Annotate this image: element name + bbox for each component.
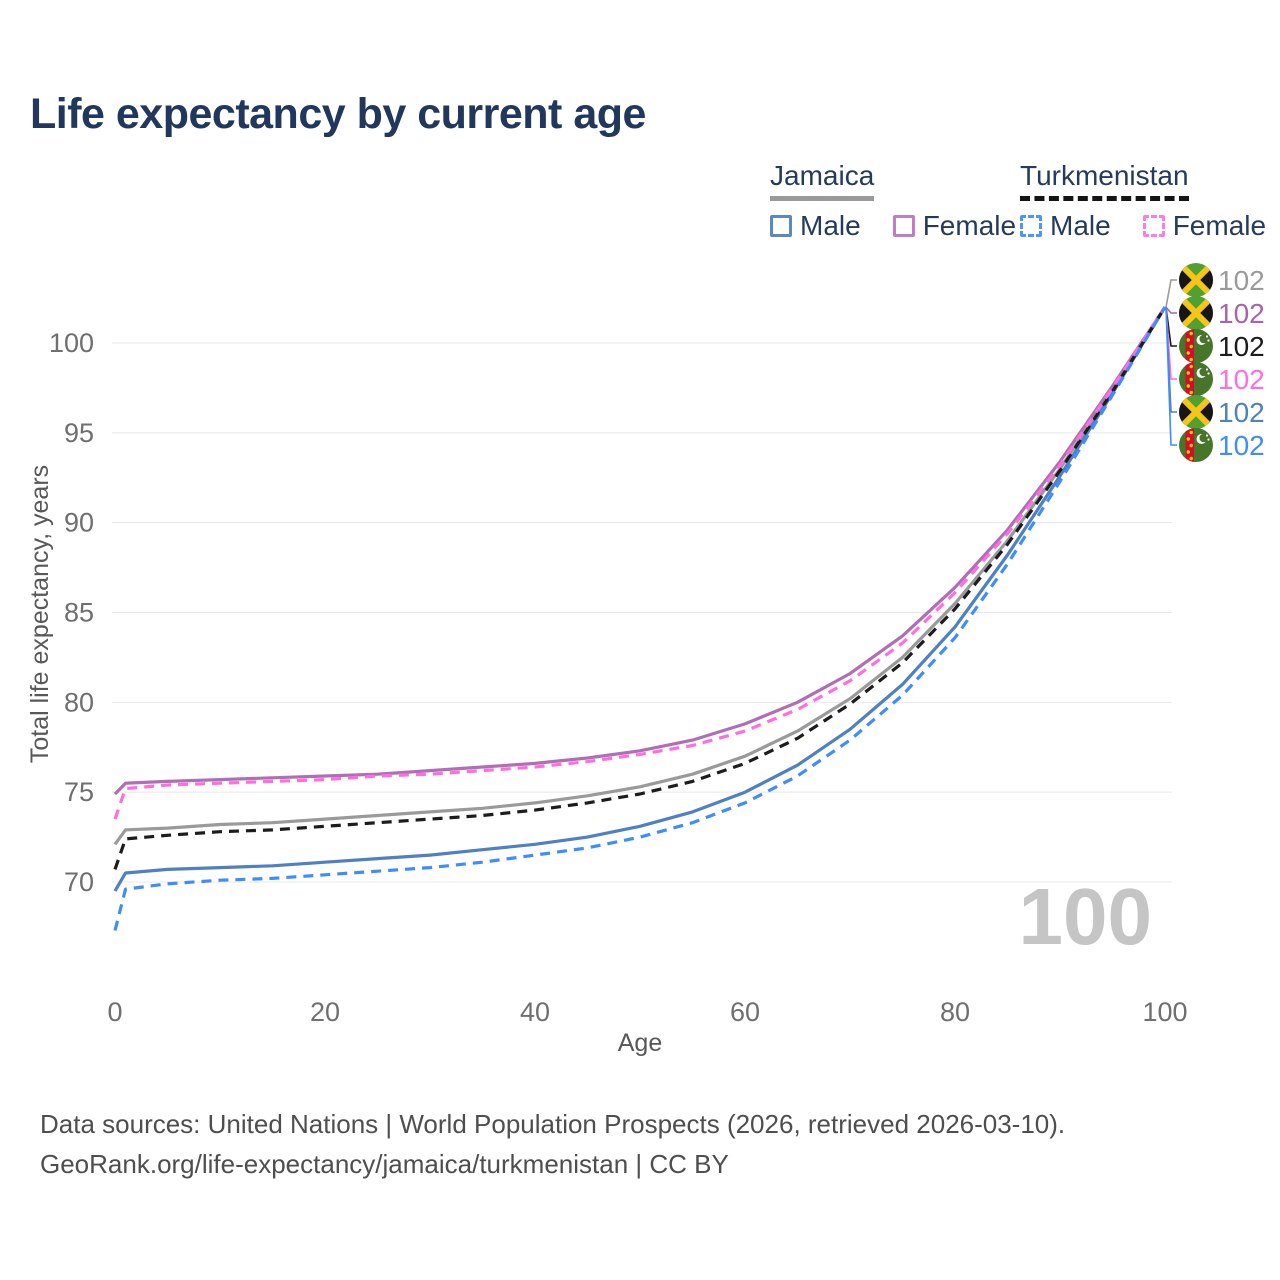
life-expectancy-chart: 70 75 80 85 90 95 100 0 20 40 60 80 100 Age Total life… xyxy=(26,260,1265,1057)
legend-item-jamaica-male[interactable]: Male xyxy=(770,210,861,242)
label-connector xyxy=(1165,307,1177,446)
legend-item-label: Male xyxy=(1050,210,1111,241)
right-label-2[interactable]: 102 xyxy=(1179,329,1265,363)
turkmenistan-male-swatch-icon xyxy=(1020,215,1042,237)
series-value-label: 102 xyxy=(1218,331,1265,362)
series-line-turkmenistan-female[interactable] xyxy=(113,306,1167,820)
right-label-0[interactable]: 102 xyxy=(1176,260,1265,300)
jamaica-male-swatch-icon xyxy=(770,215,792,237)
legend-item-turkmenistan-male[interactable]: Male xyxy=(1020,210,1111,242)
legend-country-turkmenistan[interactable]: Turkmenistan xyxy=(1020,160,1189,201)
right-label-4[interactable]: 102 xyxy=(1176,392,1265,432)
series-line-turkmenistan-both[interactable] xyxy=(113,306,1167,870)
legend-item-label: Male xyxy=(800,210,861,241)
y-tick-label: 85 xyxy=(64,598,94,628)
x-tick-label: 100 xyxy=(1142,997,1187,1027)
turkmenistan-flag-icon xyxy=(1179,329,1213,363)
turkmenistan-flag-icon xyxy=(1179,428,1213,462)
x-tick-label: 40 xyxy=(520,997,550,1027)
series-line-jamaica-both[interactable] xyxy=(113,306,1167,846)
hover-age-watermark: 100 xyxy=(1019,872,1152,961)
y-tick-label: 90 xyxy=(64,508,94,538)
footer: Data sources: United Nations | World Pop… xyxy=(40,1104,1065,1184)
legend-country-jamaica[interactable]: Jamaica xyxy=(770,160,875,201)
y-tick-label: 70 xyxy=(64,867,94,897)
y-axis-title: Total life expectancy, years xyxy=(26,465,54,763)
label-connector xyxy=(1165,279,1177,308)
x-tick-label: 60 xyxy=(730,997,760,1027)
series-value-label: 102 xyxy=(1218,397,1265,428)
footer-attribution: GeoRank.org/life-expectancy/jamaica/turk… xyxy=(40,1149,729,1179)
turkmenistan-female-swatch-icon xyxy=(1142,215,1165,237)
turkmenistan-flag-icon xyxy=(1179,362,1213,396)
page-title: Life expectancy by current age xyxy=(30,90,646,138)
series-value-label: 102 xyxy=(1218,430,1265,461)
series-value-label: 102 xyxy=(1218,298,1265,329)
legend-group-jamaica: Jamaica Male Female xyxy=(770,160,1016,242)
jamaica-flag-icon xyxy=(1179,263,1213,297)
jamaica-flag-icon xyxy=(1179,296,1213,330)
x-tick-label: 0 xyxy=(107,997,122,1027)
x-tick-label: 20 xyxy=(310,997,340,1027)
legend-item-label: Female xyxy=(922,210,1017,241)
legend-item-jamaica-female[interactable]: Female xyxy=(892,210,1017,242)
jamaica-flag-icon xyxy=(1179,395,1213,429)
y-tick-label: 75 xyxy=(64,777,94,807)
legend-group-turkmenistan: Turkmenistan Male Female xyxy=(1020,160,1266,242)
series-line-jamaica-female[interactable] xyxy=(113,306,1167,796)
x-tick-label: 80 xyxy=(940,997,970,1027)
y-tick-label: 95 xyxy=(64,418,94,448)
y-tick-label: 80 xyxy=(64,687,94,717)
series-value-label: 102 xyxy=(1218,265,1265,296)
series-line-turkmenistan-male[interactable] xyxy=(113,306,1167,931)
y-tick-label: 100 xyxy=(49,328,94,358)
jamaica-female-swatch-icon xyxy=(892,215,915,237)
label-connector xyxy=(1165,306,1177,314)
right-label-5[interactable]: 102 xyxy=(1179,428,1265,462)
legend-item-turkmenistan-female[interactable]: Female xyxy=(1142,210,1267,242)
series-line-jamaica-male[interactable] xyxy=(113,306,1167,892)
footer-data-sources: Data sources: United Nations | World Pop… xyxy=(40,1109,1066,1139)
legend-item-label: Female xyxy=(1172,210,1267,241)
right-label-3[interactable]: 102 xyxy=(1179,362,1265,396)
series-value-label: 102 xyxy=(1218,364,1265,395)
right-label-1[interactable]: 102 xyxy=(1176,293,1265,333)
x-axis-title: Age xyxy=(618,1029,662,1057)
